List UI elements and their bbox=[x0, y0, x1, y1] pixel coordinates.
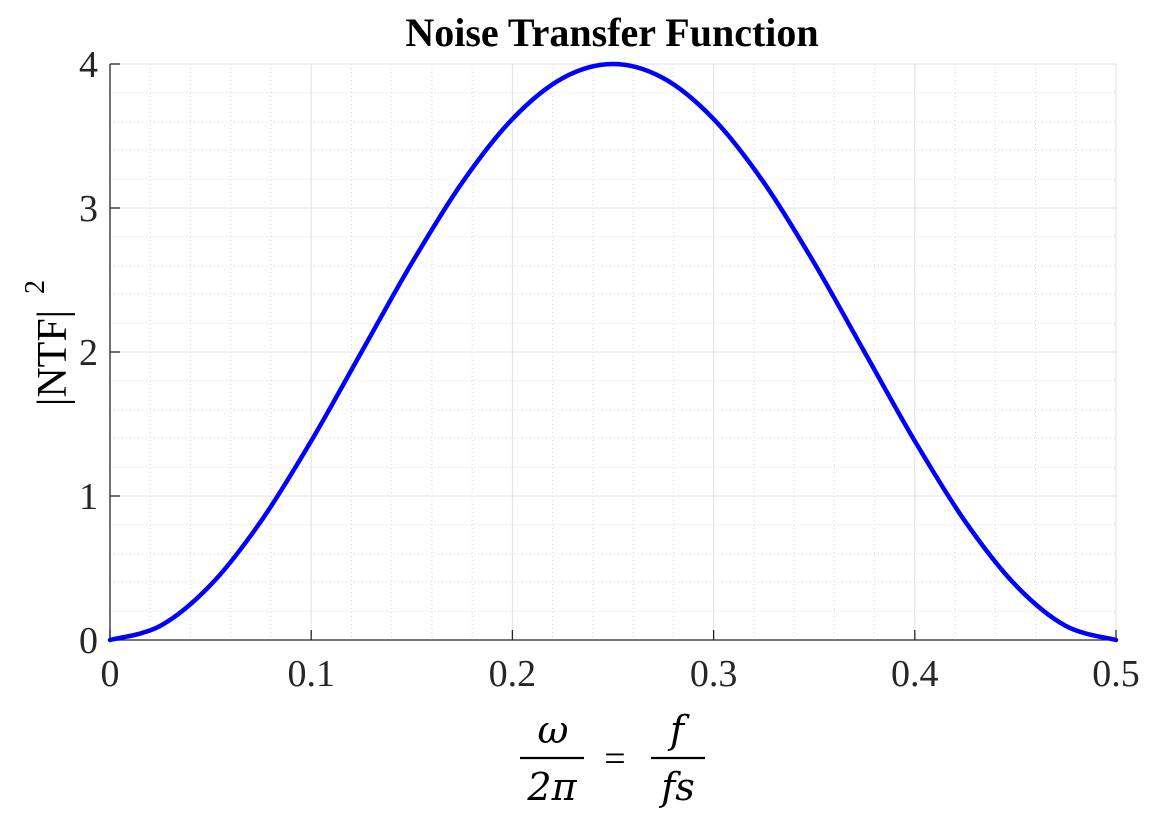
x-label-rhs-denominator: fs bbox=[658, 765, 695, 809]
x-label-lhs-numerator: ω bbox=[538, 708, 569, 752]
x-tick-label: 0.4 bbox=[891, 653, 939, 695]
data-series bbox=[107, 61, 1119, 643]
x-label-rhs-numerator: f bbox=[667, 708, 690, 752]
y-tick-label: 0 bbox=[79, 620, 98, 662]
x-tick-label: 0.1 bbox=[287, 653, 335, 695]
x-tick-label: 0.3 bbox=[690, 653, 738, 695]
x-label-lhs-denominator: 2π bbox=[526, 765, 577, 809]
series-line bbox=[107, 61, 1119, 643]
y-axis-label-superscript: 2 bbox=[20, 280, 51, 294]
y-tick-label: 1 bbox=[79, 476, 98, 518]
x-label-equals: = bbox=[604, 738, 625, 780]
x-tick-label: 0.5 bbox=[1092, 653, 1140, 695]
y-tick-label: 4 bbox=[79, 44, 98, 86]
chart-title: Noise Transfer Function bbox=[405, 10, 818, 55]
y-tick-labels: 0 1 2 3 4 bbox=[79, 44, 98, 662]
x-tick-label: 0 bbox=[101, 653, 120, 695]
y-axis-label-text: |NTF| bbox=[30, 310, 76, 406]
x-tick-labels: 0 0.1 0.2 0.3 0.4 0.5 bbox=[101, 653, 1140, 695]
y-axis-label: |NTF| 2 bbox=[20, 280, 76, 406]
x-tick-label: 0.2 bbox=[489, 653, 537, 695]
y-tick-label: 2 bbox=[79, 332, 98, 374]
x-axis-label: ω 2π = f fs bbox=[520, 708, 705, 809]
axes bbox=[109, 63, 1117, 641]
grid-lines bbox=[109, 63, 1117, 641]
y-tick-label: 3 bbox=[79, 188, 98, 230]
